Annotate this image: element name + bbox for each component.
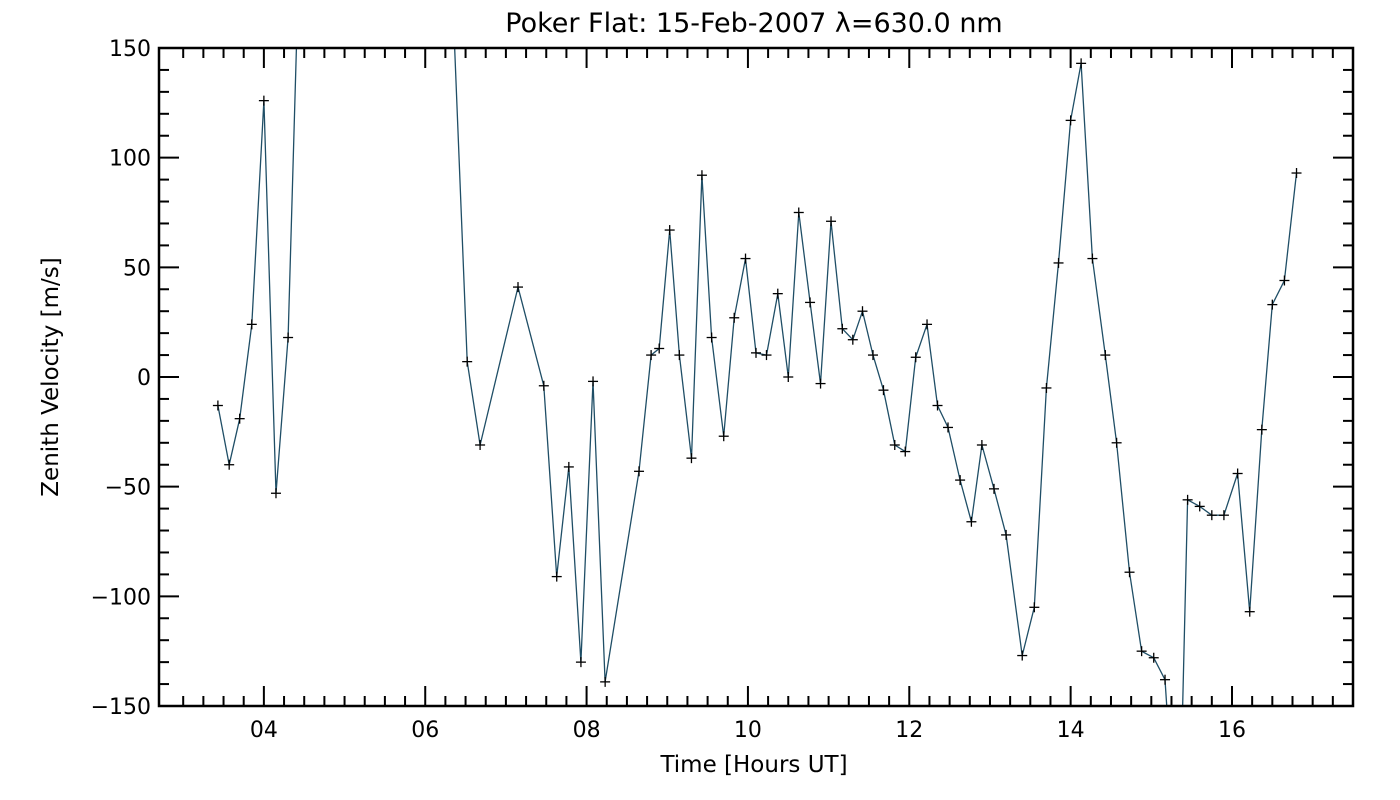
data-point: [258, 95, 269, 106]
data-point: [475, 439, 486, 450]
data-point: [1111, 437, 1122, 448]
data-point: [857, 306, 868, 317]
x-ticks: 04 06 08 10 12 14 16: [182, 48, 1354, 743]
data-point: [224, 459, 235, 470]
y-tick-label: −100: [91, 585, 151, 610]
data-point: [922, 319, 933, 330]
data-point: [1087, 253, 1098, 264]
y-tick-label: 0: [137, 366, 151, 391]
data-point: [793, 207, 804, 218]
data-point: [1244, 606, 1255, 617]
data-point: [815, 378, 826, 389]
data-point: [761, 350, 772, 361]
y-tick-label: 50: [123, 256, 151, 281]
data-point: [718, 431, 729, 442]
plot-frame: [157, 46, 1355, 708]
data-series: [212, 48, 1302, 706]
x-tick-label: 08: [573, 718, 601, 743]
x-tick-label: 12: [895, 718, 923, 743]
data-point: [513, 282, 524, 293]
chart-title: Poker Flat: 15-Feb-2007 λ=630.0 nm: [505, 8, 1002, 39]
data-point: [1017, 650, 1028, 661]
x-tick-label: 06: [411, 718, 439, 743]
data-point: [1124, 567, 1135, 578]
series-line: [217, 48, 298, 494]
y-tick-label: −150: [91, 695, 151, 720]
data-point: [706, 332, 717, 343]
data-point: [1194, 501, 1205, 512]
data-point: [538, 380, 549, 391]
y-tick-label: −50: [105, 476, 151, 501]
data-point: [654, 343, 665, 354]
x-axis-label: Time [Hours UT]: [659, 752, 847, 778]
data-point: [900, 446, 911, 457]
data-point: [1291, 168, 1302, 179]
data-point: [988, 483, 999, 494]
data-point: [664, 225, 675, 236]
data-point: [1136, 646, 1147, 657]
data-point: [1232, 468, 1243, 479]
data-point: [1279, 275, 1290, 286]
data-point: [889, 439, 900, 450]
data-point: [783, 372, 794, 382]
data-point: [270, 488, 281, 499]
data-point: [1041, 382, 1052, 393]
data-point: [729, 312, 740, 323]
data-point: [1029, 602, 1040, 613]
data-point: [462, 356, 473, 367]
data-point: [1206, 510, 1217, 521]
data-point: [878, 385, 889, 396]
data-point: [1148, 652, 1159, 663]
x-tick-label: 16: [1218, 718, 1246, 743]
x-tick-label: 14: [1057, 718, 1085, 743]
data-point: [740, 253, 751, 264]
y-tick-label: 100: [109, 147, 151, 172]
x-tick-label: 10: [734, 718, 762, 743]
data-point: [674, 350, 685, 361]
data-point: [847, 334, 858, 345]
data-point: [1053, 257, 1064, 268]
data-point: [772, 288, 783, 299]
y-axis-label: Zenith Velocity [m/s]: [38, 257, 64, 496]
data-point: [1065, 115, 1076, 126]
data-point: [575, 657, 586, 668]
data-point: [646, 350, 657, 361]
data-point: [551, 571, 562, 582]
data-point: [563, 461, 574, 472]
data-point: [943, 422, 954, 433]
data-point: [1100, 350, 1111, 361]
data-point: [1076, 58, 1087, 69]
data-point: [600, 676, 611, 687]
data-point: [1218, 510, 1229, 521]
data-point: [1256, 424, 1267, 435]
data-point: [751, 347, 761, 358]
data-point: [283, 332, 294, 343]
data-point: [686, 453, 697, 464]
data-point: [867, 350, 878, 361]
data-point: [246, 319, 257, 330]
data-point: [966, 516, 977, 527]
data-point: [1182, 494, 1193, 505]
data-point: [910, 352, 921, 363]
data-point: [932, 400, 943, 411]
data-point: [826, 216, 837, 227]
data-point: [1001, 529, 1012, 540]
data-point: [696, 170, 707, 181]
data-point: [976, 439, 987, 450]
data-point: [837, 323, 848, 334]
data-point: [1160, 674, 1171, 685]
data-point: [588, 376, 599, 387]
x-tick-label: 04: [250, 718, 278, 743]
data-point: [1267, 299, 1278, 310]
data-point: [955, 475, 966, 486]
data-point: [234, 413, 245, 424]
data-point: [634, 466, 645, 477]
y-ticks: −150 −100 −50 0 50 100 150: [91, 37, 1353, 720]
data-point: [805, 297, 816, 308]
y-tick-label: 150: [109, 37, 151, 62]
data-point: [212, 400, 223, 411]
